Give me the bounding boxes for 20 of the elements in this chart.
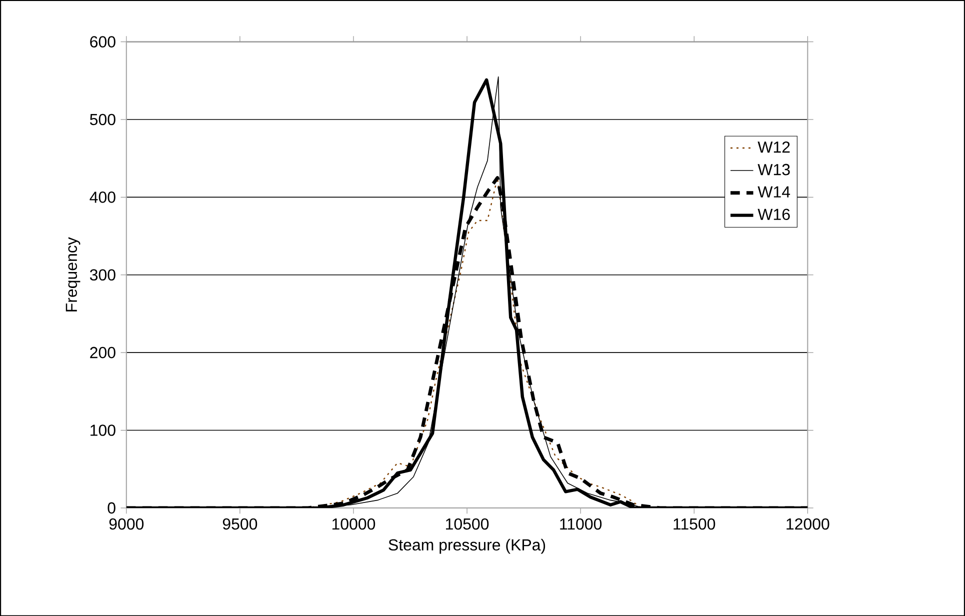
x-tick-label: 9500: [222, 518, 258, 530]
y-tick-label: 0: [108, 502, 116, 514]
legend-label: W14: [758, 186, 790, 198]
y-tick-label: 300: [90, 269, 116, 280]
x-tick-label: 12000: [786, 518, 830, 530]
legend-label: W12: [758, 141, 790, 152]
x-tick-label: 11000: [560, 518, 602, 530]
legend-label: W16: [758, 208, 790, 220]
legend-label: W13: [758, 164, 790, 176]
y-tick-label: 100: [90, 424, 116, 436]
y-tick-label: 500: [90, 114, 116, 125]
y-axis-title: Frequency: [66, 236, 80, 312]
y-tick-label: 400: [90, 191, 116, 203]
y-tick-label: 600: [90, 36, 116, 48]
x-axis-title: Steam pressure (KPa): [388, 538, 546, 554]
x-tick-label: 9000: [109, 518, 144, 530]
x-tick-label: 11500: [674, 518, 716, 530]
x-tick-label: 10500: [446, 518, 489, 530]
x-tick-label: 10000: [332, 518, 376, 530]
y-tick-label: 200: [90, 346, 116, 358]
